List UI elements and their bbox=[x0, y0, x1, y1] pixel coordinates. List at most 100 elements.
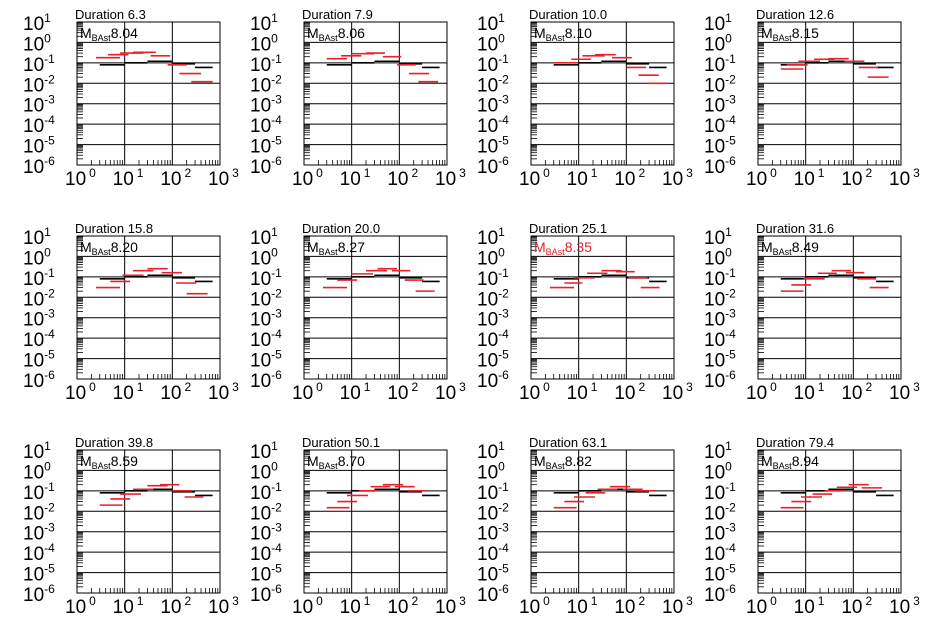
panel-title: Duration 6.3 bbox=[75, 7, 146, 22]
y-tick-label: 10-4 bbox=[23, 327, 55, 351]
panel-title: Duration 25.1 bbox=[529, 221, 607, 236]
y-tick-label: 10-5 bbox=[704, 134, 736, 158]
x-tick-label: 10 2 bbox=[841, 380, 872, 404]
x-tick-label: 10 3 bbox=[662, 594, 693, 618]
x-tick-label: 10 3 bbox=[435, 594, 466, 618]
y-tick-label: 10-5 bbox=[250, 562, 282, 586]
panel-title: Duration 10.0 bbox=[529, 7, 607, 22]
x-tick-label: 10 3 bbox=[889, 380, 920, 404]
magnitude-label: MBAst8.82 bbox=[534, 453, 592, 471]
y-tick-label: 10-2 bbox=[477, 72, 509, 96]
x-tick-label: 10 1 bbox=[794, 594, 825, 618]
panel-title: Duration 50.1 bbox=[302, 435, 380, 450]
plot-frame bbox=[530, 235, 675, 380]
x-tick-label: 10 0 bbox=[292, 166, 323, 190]
plot-frame bbox=[303, 235, 448, 380]
panel-title: Duration 12.6 bbox=[756, 7, 834, 22]
y-tick-label: 10-2 bbox=[477, 500, 509, 524]
y-tick-label: 101 bbox=[477, 439, 505, 463]
y-tick-label: 10-2 bbox=[23, 72, 55, 96]
y-tick-label: 10-4 bbox=[477, 113, 509, 137]
panel: Duration 7.9MBAst8.0610110010-110-210-31… bbox=[250, 7, 466, 190]
panel-title: Duration 7.9 bbox=[302, 7, 373, 22]
y-tick-label: 10-2 bbox=[250, 500, 282, 524]
y-tick-label: 101 bbox=[704, 439, 732, 463]
x-tick-label: 10 2 bbox=[160, 594, 191, 618]
panel: Duration 12.6MBAst8.1510110010-110-210-3… bbox=[704, 7, 920, 190]
y-tick-label: 101 bbox=[477, 11, 505, 35]
y-tick-label: 101 bbox=[704, 11, 732, 35]
y-tick-label: 10-1 bbox=[477, 266, 509, 290]
y-tick-label: 10-1 bbox=[250, 52, 282, 76]
x-tick-label: 10 3 bbox=[208, 166, 239, 190]
y-tick-label: 100 bbox=[704, 459, 732, 483]
y-tick-label: 10-2 bbox=[23, 286, 55, 310]
y-tick-label: 100 bbox=[23, 459, 51, 483]
x-tick-label: 10 3 bbox=[889, 166, 920, 190]
y-tick-label: 10-3 bbox=[704, 93, 736, 117]
y-tick-label: 10-5 bbox=[477, 562, 509, 586]
x-tick-label: 10 1 bbox=[340, 380, 371, 404]
y-tick-label: 101 bbox=[23, 439, 51, 463]
panel-title: Duration 31.6 bbox=[756, 221, 834, 236]
x-tick-label: 10 0 bbox=[746, 594, 777, 618]
y-tick-label: 10-1 bbox=[704, 266, 736, 290]
x-tick-label: 10 2 bbox=[160, 166, 191, 190]
x-tick-label: 10 0 bbox=[292, 380, 323, 404]
x-tick-label: 10 2 bbox=[387, 594, 418, 618]
y-tick-label: 10-3 bbox=[250, 521, 282, 545]
y-tick-label: 10-6 bbox=[704, 154, 736, 178]
x-tick-label: 10 1 bbox=[340, 594, 371, 618]
x-tick-label: 10 2 bbox=[387, 166, 418, 190]
y-tick-label: 101 bbox=[23, 225, 51, 249]
x-tick-label: 10 2 bbox=[160, 380, 191, 404]
y-tick-label: 10-3 bbox=[23, 93, 55, 117]
x-tick-label: 10 3 bbox=[208, 380, 239, 404]
y-tick-label: 10-4 bbox=[704, 541, 736, 565]
y-tick-label: 10-3 bbox=[23, 307, 55, 331]
y-tick-label: 101 bbox=[250, 11, 278, 35]
y-tick-label: 10-1 bbox=[477, 480, 509, 504]
panel: Duration 20.0MBAst8.2710110010-110-210-3… bbox=[250, 221, 466, 404]
y-tick-label: 10-3 bbox=[23, 521, 55, 545]
plot-frame bbox=[76, 449, 221, 594]
y-tick-label: 10-4 bbox=[477, 327, 509, 351]
x-tick-label: 10 1 bbox=[113, 166, 144, 190]
y-tick-label: 10-6 bbox=[704, 368, 736, 392]
y-tick-label: 101 bbox=[250, 439, 278, 463]
x-tick-label: 10 0 bbox=[65, 380, 96, 404]
y-tick-label: 10-5 bbox=[23, 348, 55, 372]
y-tick-label: 10-1 bbox=[23, 52, 55, 76]
y-tick-label: 100 bbox=[477, 31, 505, 55]
x-tick-label: 10 1 bbox=[567, 166, 598, 190]
plot-frame bbox=[303, 21, 448, 166]
plot-frame bbox=[76, 21, 221, 166]
y-tick-label: 10-2 bbox=[23, 500, 55, 524]
y-tick-label: 10-6 bbox=[250, 368, 282, 392]
panel-title: Duration 79.4 bbox=[756, 435, 834, 450]
y-tick-label: 10-1 bbox=[477, 52, 509, 76]
x-tick-label: 10 1 bbox=[113, 380, 144, 404]
y-tick-label: 10-4 bbox=[704, 113, 736, 137]
y-tick-label: 10-1 bbox=[23, 480, 55, 504]
x-tick-label: 10 0 bbox=[519, 380, 550, 404]
x-tick-label: 10 0 bbox=[65, 594, 96, 618]
x-tick-label: 10 2 bbox=[841, 166, 872, 190]
panel: Duration 79.4MBAst8.9410110010-110-210-3… bbox=[704, 435, 920, 618]
y-tick-label: 10-5 bbox=[23, 562, 55, 586]
plot-frame bbox=[530, 449, 675, 594]
y-tick-label: 100 bbox=[704, 245, 732, 269]
y-tick-label: 10-4 bbox=[23, 113, 55, 137]
plot-frame bbox=[757, 21, 902, 166]
x-tick-label: 10 2 bbox=[841, 594, 872, 618]
y-tick-label: 10-5 bbox=[704, 348, 736, 372]
y-tick-label: 10-5 bbox=[250, 348, 282, 372]
panel-title: Duration 20.0 bbox=[302, 221, 380, 236]
y-tick-label: 10-1 bbox=[704, 480, 736, 504]
y-tick-label: 100 bbox=[250, 245, 278, 269]
magnitude-label: MBAst8.27 bbox=[307, 239, 365, 257]
y-tick-label: 10-6 bbox=[477, 368, 509, 392]
y-tick-label: 10-3 bbox=[477, 307, 509, 331]
y-tick-label: 10-6 bbox=[23, 368, 55, 392]
y-tick-label: 100 bbox=[477, 459, 505, 483]
